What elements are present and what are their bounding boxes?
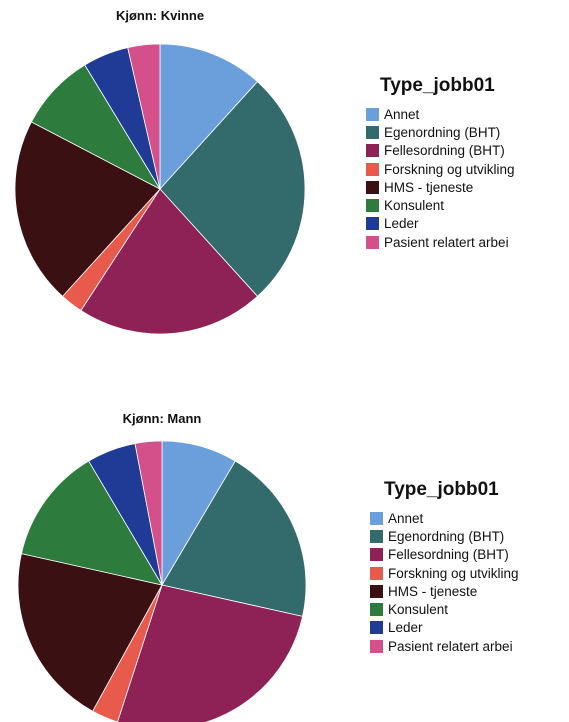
legend-swatch: [370, 511, 383, 525]
chart-title: Kjønn: Kvinne: [115, 8, 205, 23]
legend-item: Annet: [370, 509, 519, 527]
legend-label: Leder: [388, 620, 423, 636]
legend-item: Pasient relatert arbei: [370, 637, 519, 655]
pie-slice-annet: [159, 43, 259, 191]
pie-slice-hms-tjeneste: [14, 121, 161, 297]
legend-swatch: [366, 107, 379, 121]
legend-swatch: [370, 639, 383, 653]
legend-label: HMS - tjeneste: [388, 583, 478, 599]
legend-swatch: [366, 199, 379, 213]
legend-item: Pasient relatert arbei: [366, 233, 515, 251]
legend-item: Leder: [370, 619, 519, 637]
pie-slice-pasient-relatert-arbei: [134, 440, 163, 586]
legend-swatch: [370, 566, 383, 580]
legend-swatch: [370, 584, 383, 598]
legend-item: Fellesordning (BHT): [366, 142, 515, 160]
legend-item: Egenordning (BHT): [366, 123, 515, 141]
legend-item: Forskning og utvikling: [366, 160, 515, 178]
pie-chart-panel-mann: Kjønn: Mann Type_jobb01 Annet Egenordnin…: [0, 361, 569, 722]
legend-swatch: [366, 162, 379, 176]
pie-slice-egenordning-bht: [161, 460, 307, 617]
legend-item: Fellesordning (BHT): [370, 546, 519, 564]
legend-item: Egenordning (BHT): [370, 527, 519, 545]
legend-swatch: [370, 603, 383, 617]
legend-label: Pasient relatert arbei: [388, 638, 513, 654]
legend-label: Egenordning (BHT): [384, 124, 501, 140]
legend-item: HMS - tjeneste: [370, 582, 519, 600]
legend-swatch: [370, 548, 383, 562]
legend-label: Egenordning (BHT): [388, 528, 505, 544]
legend-label: Fellesordning (BHT): [388, 547, 509, 563]
pie-slice-konsulent: [20, 460, 163, 586]
pie-chart: [14, 43, 306, 335]
legend-label: Annet: [388, 510, 424, 526]
legend-title: Type_jobb01: [384, 479, 499, 500]
legend-label: Konsulent: [388, 602, 449, 618]
legend-swatch: [366, 235, 379, 249]
pie-slice-fellesordning-bht: [80, 188, 259, 335]
legend-swatch: [366, 217, 379, 231]
legend-swatch: [370, 621, 383, 635]
legend-item: Forskning og utvikling: [370, 564, 519, 582]
legend-item: Konsulent: [370, 600, 519, 618]
legend-swatch: [370, 529, 383, 543]
legend-swatch: [366, 125, 379, 139]
legend-item: Annet: [366, 105, 515, 123]
pie-slice-pasient-relatert-arbei: [127, 43, 161, 190]
legend-label: Forskning og utvikling: [388, 565, 519, 581]
chart-title: Kjønn: Mann: [122, 411, 202, 426]
legend-title: Type_jobb01: [380, 75, 495, 96]
legend-label: Konsulent: [384, 198, 445, 214]
pie-chart: [17, 440, 307, 722]
legend-label: Forskning og utvikling: [384, 161, 515, 177]
legend-label: Annet: [384, 106, 420, 122]
pie-slice-egenordning-bht: [159, 81, 306, 297]
legend-label: HMS - tjeneste: [384, 179, 474, 195]
legend: Type_jobb01 Annet Egenordning (BHT) Fell…: [366, 75, 515, 251]
legend-label: Leder: [384, 216, 419, 232]
legend-item: Konsulent: [366, 196, 515, 214]
pie-slice-hms-tjeneste: [17, 553, 163, 712]
legend-swatch: [366, 180, 379, 194]
legend-label: Fellesordning (BHT): [384, 143, 505, 159]
legend: Type_jobb01 Annet Egenordning (BHT) Fell…: [370, 479, 519, 655]
legend-item: HMS - tjeneste: [366, 178, 515, 196]
legend-item: Leder: [366, 215, 515, 233]
legend-swatch: [366, 144, 379, 158]
legend-label: Pasient relatert arbei: [384, 234, 509, 250]
pie-slice-fellesordning-bht: [117, 584, 304, 722]
pie-chart-panel-kvinne: Kjønn: Kvinne Type_jobb01 Annet Egenordn…: [14, 8, 515, 335]
